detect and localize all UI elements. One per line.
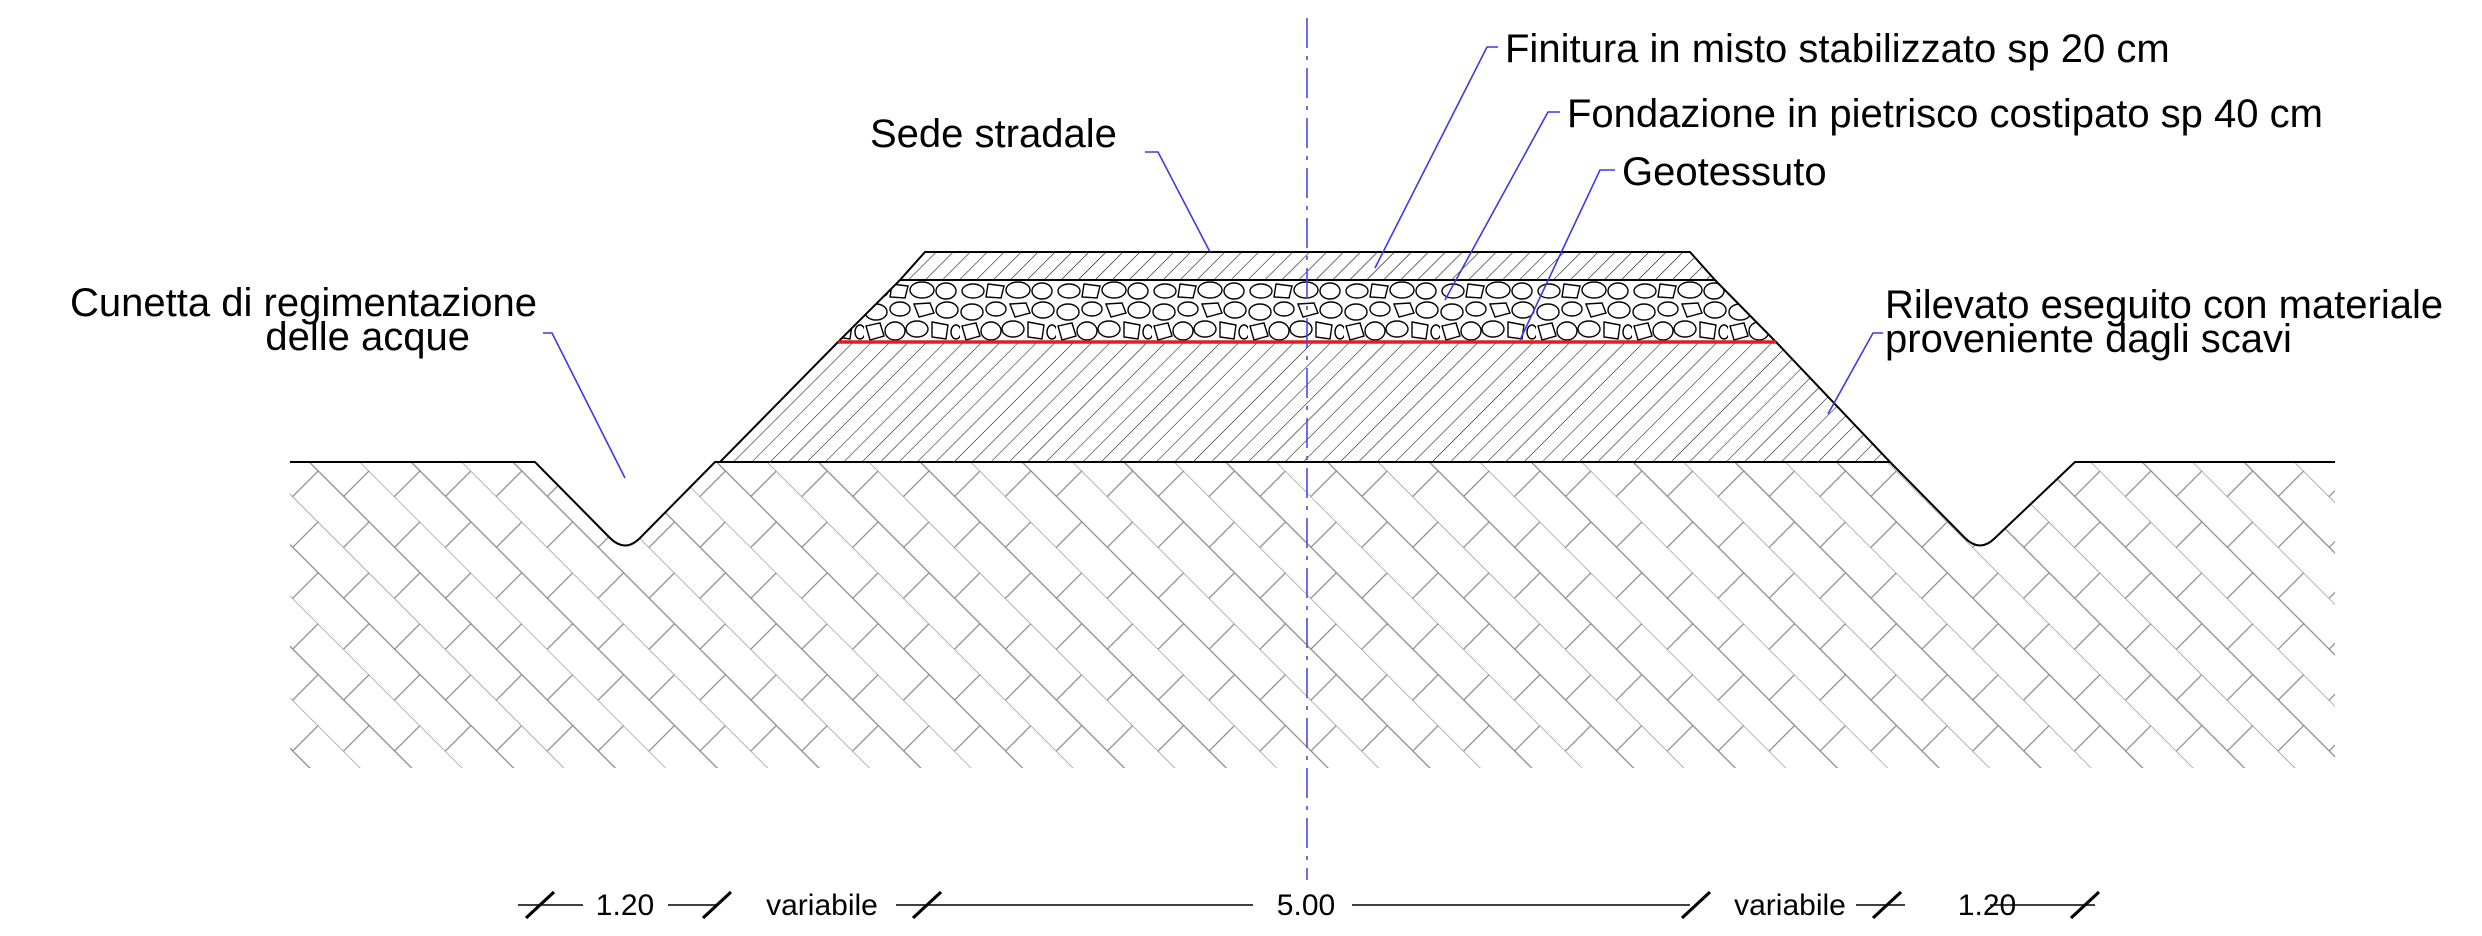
label-rilevato-1: Rilevato eseguito con materiale <box>1885 283 2443 327</box>
dim-left-ditch: 1.20 <box>596 889 654 922</box>
leader-finitura <box>1374 46 1498 269</box>
leader-fondazione <box>1444 111 1560 301</box>
dimension-chain: 1.20 variabile 5.00 variabile 1.20 <box>518 889 2101 922</box>
leader-lines <box>543 46 1883 479</box>
dim-tick-2 <box>701 890 733 920</box>
soil-hatch <box>290 462 2335 768</box>
dim-tick-6 <box>2069 890 2101 920</box>
dim-tick-3 <box>911 890 943 920</box>
dim-tick-4 <box>1680 890 1712 920</box>
leader-cunetta <box>543 332 626 479</box>
label-cunetta-1: Cunetta di regimentazione <box>70 281 537 325</box>
dim-road-width: 5.00 <box>1277 889 1335 922</box>
label-fondazione: Fondazione in pietrisco costipato sp 40 … <box>1567 92 2323 136</box>
dim-tick-5 <box>1871 890 1903 920</box>
dim-right-ditch: 1.20 <box>1958 889 2016 922</box>
label-geotessuto: Geotessuto <box>1622 150 1827 194</box>
label-finitura: Finitura in misto stabilizzato sp 20 cm <box>1505 27 2170 71</box>
dim-left-variable: variabile <box>766 889 878 922</box>
natural-ground <box>290 461 2335 768</box>
dim-right-variable: variabile <box>1734 889 1846 922</box>
dim-tick-1 <box>524 890 556 920</box>
embankment-fill <box>717 341 1893 463</box>
finishing-layer <box>897 251 1718 281</box>
label-rilevato-2: proveniente dagli scavi <box>1885 317 2292 361</box>
leader-geotessuto <box>1519 169 1615 341</box>
leader-sede <box>1145 151 1211 253</box>
leader-rilevato <box>1827 332 1883 415</box>
label-cunetta-2: delle acque <box>265 315 470 359</box>
dim-ticks <box>524 890 2101 920</box>
label-sede-stradale: Sede stradale <box>870 112 1117 156</box>
annotation-labels: Finitura in misto stabilizzato sp 20 cm … <box>70 27 2443 361</box>
